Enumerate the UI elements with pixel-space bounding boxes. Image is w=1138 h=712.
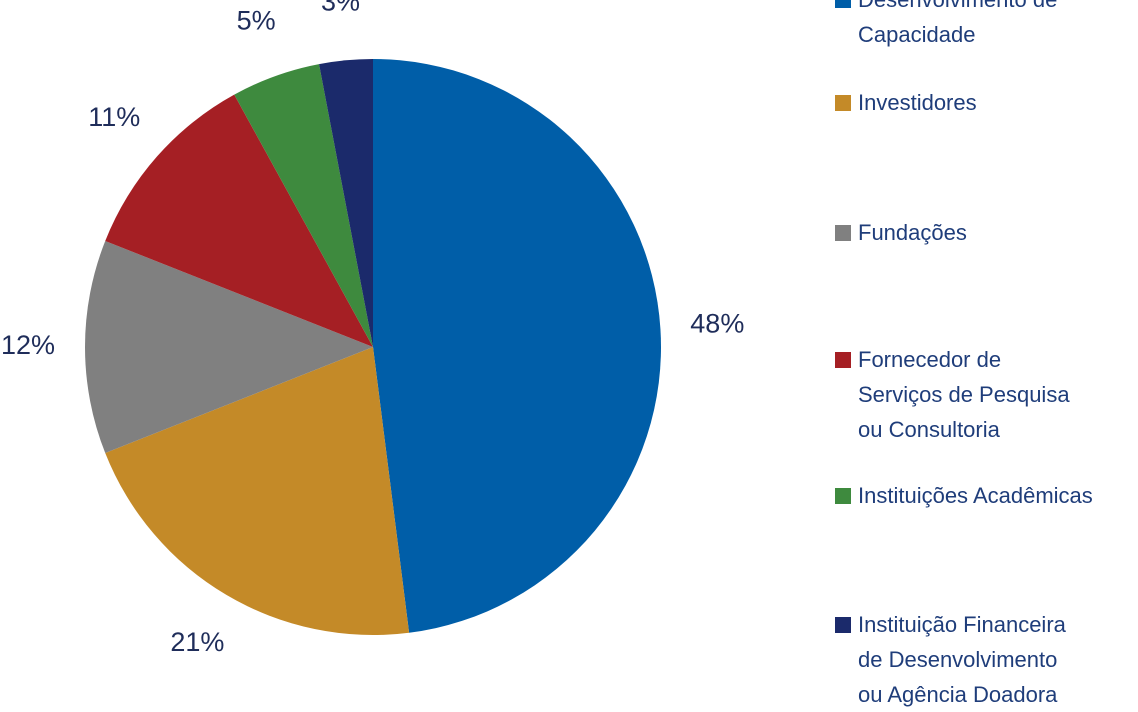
pie-slice xyxy=(373,59,661,633)
legend-swatch xyxy=(835,0,851,8)
legend-item: Investidores xyxy=(835,85,977,120)
legend-label: Instituições Acadêmicas xyxy=(858,483,1093,508)
legend-label: Investidores xyxy=(858,90,977,115)
legend-item: Instituições Acadêmicas xyxy=(835,478,1093,513)
data-label: 5% xyxy=(237,6,276,36)
pie-slice xyxy=(234,64,373,348)
legend-label: Desenvolvimento de Capacidade xyxy=(858,0,1057,47)
pie-slice xyxy=(319,59,373,347)
legend-label: Fundações xyxy=(858,220,967,245)
legend-swatch xyxy=(835,488,851,504)
legend-swatch xyxy=(835,225,851,241)
data-label: 48% xyxy=(690,308,744,338)
legend-label: Fornecedor de Serviços de Pesquisa ou Co… xyxy=(858,347,1070,442)
legend-item: Instituição Financeira de Desenvolviment… xyxy=(835,607,1066,712)
legend-swatch xyxy=(835,617,851,633)
legend-label: Instituição Financeira de Desenvolviment… xyxy=(858,612,1066,707)
pie-slice xyxy=(105,94,374,347)
data-label: 3% xyxy=(321,0,360,17)
data-label: 21% xyxy=(170,627,224,657)
legend-item: Fundações xyxy=(835,215,967,250)
legend-swatch xyxy=(835,95,851,111)
pie-slice xyxy=(84,240,373,454)
data-label: 12% xyxy=(1,330,55,360)
chart: 48% 21% 12% 11% 5% 3% xyxy=(1,0,744,657)
pie-slice xyxy=(105,347,410,635)
legend-swatch xyxy=(835,352,851,368)
data-label: 11% xyxy=(88,102,140,132)
legend-item: Desenvolvimento de Capacidade xyxy=(835,0,1057,52)
legend-item: Fornecedor de Serviços de Pesquisa ou Co… xyxy=(835,342,1070,447)
